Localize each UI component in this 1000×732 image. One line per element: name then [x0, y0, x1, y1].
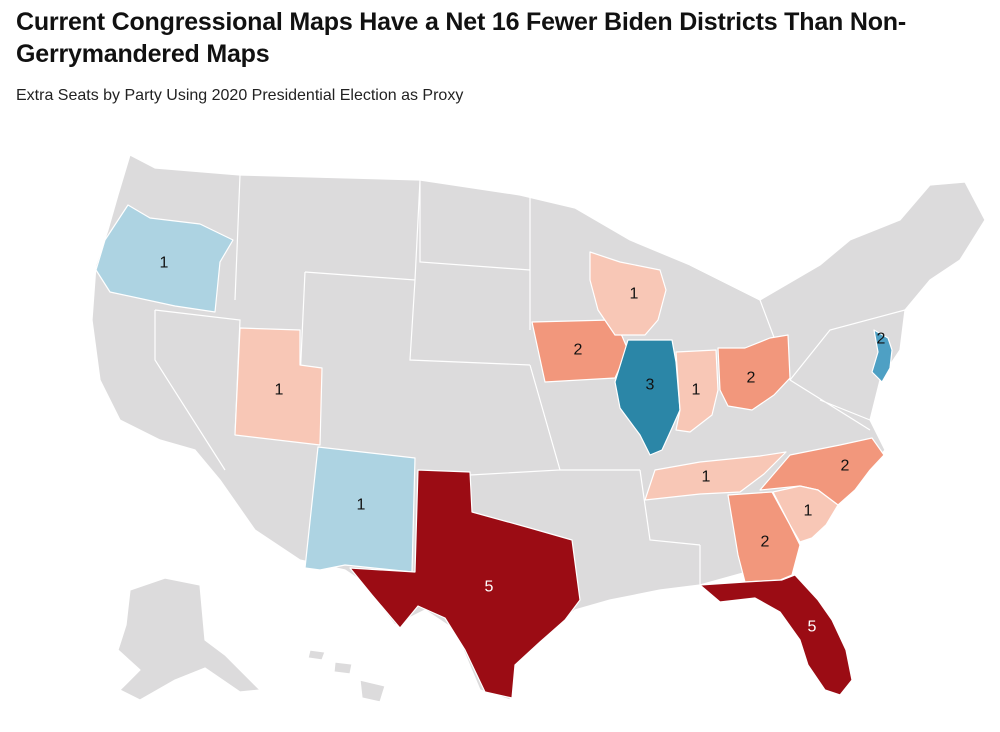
state-FL — [699, 574, 853, 696]
state-AK — [117, 577, 261, 701]
state-UT — [234, 327, 323, 446]
state-NM — [304, 446, 416, 573]
state-GA — [727, 491, 801, 583]
label-NM: 1 — [357, 497, 366, 514]
state-NJ — [871, 329, 893, 383]
label-WI: 1 — [630, 286, 639, 303]
label-OR: 1 — [160, 255, 169, 272]
label-NJ: 2 — [877, 331, 886, 348]
label-TN: 1 — [702, 469, 711, 486]
label-FL: 5 — [808, 619, 817, 636]
chart-title: Current Congressional Maps Have a Net 16… — [16, 8, 906, 68]
label-UT: 1 — [275, 382, 284, 399]
label-NC: 2 — [841, 458, 850, 475]
label-IL: 3 — [646, 377, 655, 394]
label-TX: 5 — [485, 579, 494, 596]
state-WI — [589, 251, 667, 336]
chart-subtitle: Extra Seats by Party Using 2020 Presiden… — [16, 87, 464, 104]
state-NC — [759, 437, 885, 506]
state-TX — [349, 469, 581, 699]
state-HI — [307, 649, 386, 703]
state-IL — [614, 339, 681, 456]
label-IN: 1 — [692, 382, 701, 399]
state-OR — [95, 204, 234, 313]
label-OH: 2 — [747, 370, 756, 387]
label-GA: 2 — [761, 534, 770, 551]
label-IA: 2 — [574, 342, 583, 359]
state-TN — [644, 451, 787, 501]
state-IN — [675, 349, 719, 433]
label-SC: 1 — [804, 503, 813, 520]
state-OH — [717, 334, 791, 411]
